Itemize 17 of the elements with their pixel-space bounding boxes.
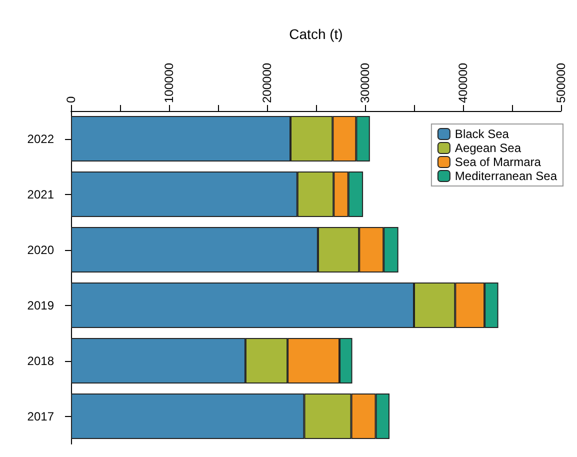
x-tick-label: 0 — [64, 96, 78, 103]
legend-label: Sea of Marmara — [454, 155, 542, 169]
x-tick-label: 200000 — [260, 62, 274, 103]
x-tick-label: 500000 — [554, 62, 568, 103]
y-tick-label: 2019 — [27, 298, 54, 312]
x-axis-title: Catch (t) — [289, 26, 343, 42]
y-tick-label: 2020 — [27, 242, 54, 257]
y-tick-label: 2017 — [27, 409, 54, 424]
y-tick-label: 2021 — [27, 187, 54, 202]
x-tick-label: 300000 — [358, 62, 372, 103]
y-tick-label: 2018 — [27, 354, 54, 368]
y-tick-label: 2022 — [27, 132, 54, 146]
legend-label: Black Sea — [454, 127, 510, 141]
x-tick-label: 400000 — [456, 62, 470, 103]
x-tick-label: 100000 — [162, 62, 176, 103]
legend-label: Mediterranean Sea — [454, 169, 558, 183]
legend-label: Aegean Sea — [454, 141, 522, 155]
